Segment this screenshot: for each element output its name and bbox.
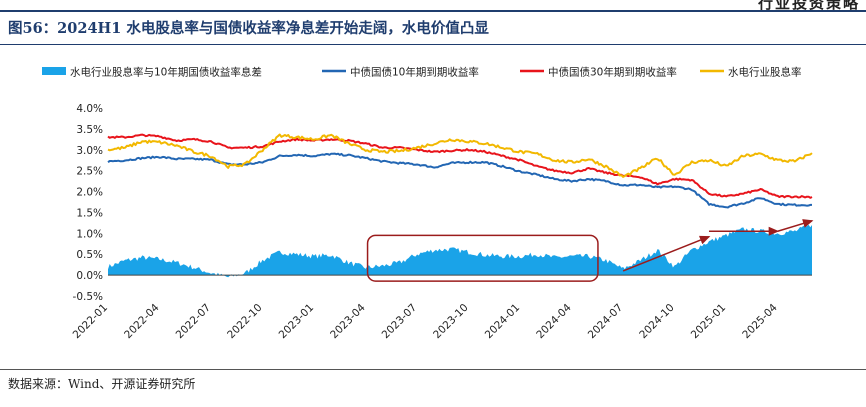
header-rule [0,10,866,12]
x-tick-label: 2022-01 [71,302,111,342]
x-tick-label: 2023-01 [277,302,317,342]
y-tick-label: 3.5% [76,124,103,136]
x-tick-label: 2025-04 [740,301,780,341]
legend-label: 中债国债10年期到期收益率 [350,66,479,79]
y-tick-label: 0.5% [76,249,103,261]
legend-item-3: 中债国债30年期到期收益率 [520,66,677,79]
x-axis: 2022-01 2022-04 2022-07 2022-10 2023-01 2023-… [71,301,780,341]
x-tick-label: 2023-10 [431,302,471,342]
x-tick-label: 2023-07 [380,302,420,342]
trend-arrow-3 [777,219,814,232]
legend-item-2: 中债国债10年期到期收益率 [322,66,479,79]
y-tick-label: 4.0% [76,103,103,115]
series-line-3 [107,133,813,199]
annotations [366,219,814,282]
x-tick-label: 2024-01 [483,302,523,342]
x-tick-label: 2025-01 [689,302,729,342]
legend-label: 中债国债30年期到期收益率 [548,66,677,79]
x-tick-label: 2022-04 [122,301,162,341]
trend-arrow-1 [622,235,711,272]
y-tick-label: -0.5% [73,291,103,303]
chart-legend: 水电行业股息率与10年期国债收益率息差 中债国债10年期到期收益率 中债国债30年期… [42,66,802,79]
x-tick-label: 2022-07 [174,302,214,342]
legend-swatch [42,67,66,75]
y-tick-label: 1.5% [76,207,103,219]
legend-label: 水电行业股息率与10年期国债收益率息差 [70,66,262,79]
plot-area [107,133,813,278]
report-header-mark: 行业投资策略 [757,0,860,12]
y-tick-label: 1.0% [76,228,103,240]
y-axis: -0.5% 0.0% 0.5% 1.0% 1.5% 2.0% 2.5% 3.0% 3.5% 4.0… [73,103,103,303]
x-tick-label: 2022-10 [225,302,265,342]
x-tick-label: 2024-04 [534,301,574,341]
highlight-box [366,234,599,282]
title-rule [0,44,866,45]
x-tick-label: 2024-07 [586,302,626,342]
data-source: 数据来源：Wind、开源证券研究所 [8,377,196,391]
dividend-spread-chart: 水电行业股息率与10年期国债收益率息差 中债国债10年期到期收益率 中债国债30年期… [42,66,814,341]
y-tick-label: 2.5% [76,166,103,178]
figure-title: 图56：2024H1 水电股息率与国债收益率净息差开始走阔，水电价值凸显 [8,20,489,37]
legend-item-1: 水电行业股息率与10年期国债收益率息差 [42,66,262,79]
legend-item-4: 水电行业股息率 [700,66,802,79]
y-tick-label: 2.0% [76,187,103,199]
y-tick-label: 3.0% [76,145,103,157]
footer-rule [0,369,866,370]
x-tick-label: 2024-10 [637,302,677,342]
series-area-spread [108,224,812,278]
y-tick-label: 0.0% [76,270,103,282]
x-tick-label: 2023-04 [328,301,368,341]
legend-label: 水电行业股息率 [728,66,802,79]
series-line-4 [107,133,813,178]
